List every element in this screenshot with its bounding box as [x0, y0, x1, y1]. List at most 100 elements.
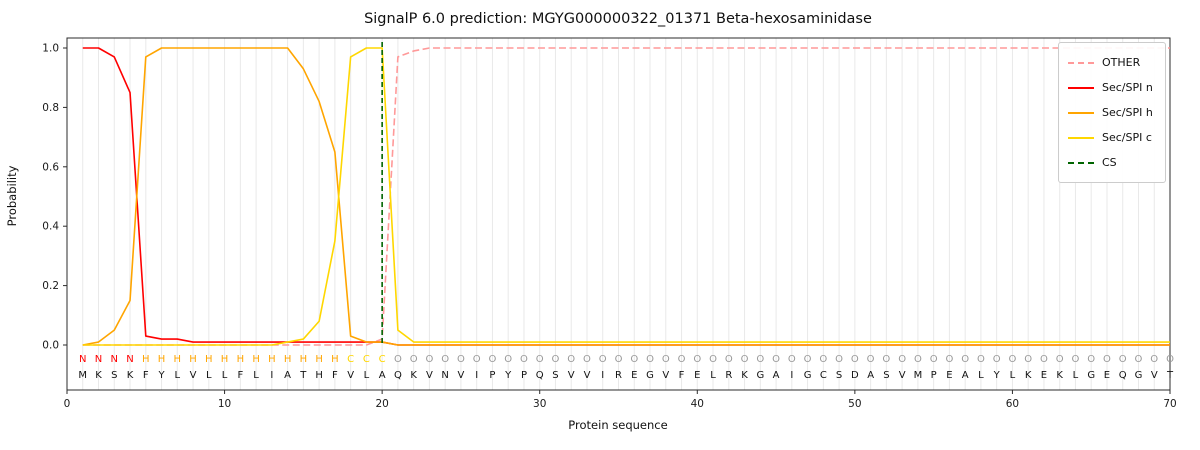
residue-letter: E: [694, 370, 700, 381]
region-label: H: [300, 354, 308, 365]
region-label: H: [174, 354, 182, 365]
residue-letter: V: [584, 370, 591, 381]
legend-line-h-icon: [1068, 111, 1094, 114]
x-tick-label: 50: [848, 398, 861, 410]
residue-letter: A: [379, 370, 386, 381]
series-h-line: [82, 47, 1170, 346]
residue-letter: V: [190, 370, 197, 381]
residue-letter: Q: [1119, 370, 1127, 381]
residue-letter: R: [725, 370, 732, 381]
y-tick-label: 0.0: [42, 340, 59, 352]
y-tick-label: 0.4: [42, 221, 59, 233]
region-label: O: [756, 354, 764, 365]
region-label: O: [851, 354, 859, 365]
residue-letter: K: [741, 370, 748, 381]
region-label: O: [1150, 354, 1158, 365]
residue-letter: V: [458, 370, 465, 381]
legend-entry-sec-spi-n: Sec/SPI n: [1068, 75, 1156, 100]
x-tick-label: 30: [533, 398, 546, 410]
legend-line-c-icon: [1068, 136, 1094, 139]
region-label: O: [882, 354, 890, 365]
region-label: O: [520, 354, 528, 365]
residue-letter: D: [851, 370, 859, 381]
region-label: O: [1072, 354, 1080, 365]
residue-letter: K: [1056, 370, 1063, 381]
region-label: O: [1166, 354, 1174, 365]
residue-letter: V: [347, 370, 354, 381]
region-label: H: [189, 354, 197, 365]
region-label: O: [410, 354, 418, 365]
residue-letter: E: [946, 370, 952, 381]
region-label: H: [331, 354, 339, 365]
region-label: O: [678, 354, 686, 365]
legend-line-cs-icon: [1068, 161, 1094, 164]
y-tick-label: 0.8: [42, 102, 59, 114]
residue-letter: P: [931, 370, 937, 381]
residue-letter: E: [1104, 370, 1110, 381]
residue-letter: V: [662, 370, 669, 381]
x-tick-label: 0: [64, 398, 71, 410]
region-label: O: [693, 354, 701, 365]
region-label: O: [835, 354, 843, 365]
region-label: O: [662, 354, 670, 365]
plot-frame: [66, 37, 1171, 391]
x-tick-label: 10: [218, 398, 231, 410]
region-label: O: [552, 354, 560, 365]
residue-letter: Y: [504, 370, 512, 381]
residue-letter: R: [615, 370, 622, 381]
residue-letter: I: [475, 370, 478, 381]
region-label: O: [646, 354, 654, 365]
residue-letter: A: [773, 370, 780, 381]
region-label: H: [237, 354, 245, 365]
region-label: O: [441, 354, 449, 365]
y-tick-label: 0.2: [42, 280, 59, 292]
region-label: O: [1135, 354, 1143, 365]
residue-letter: A: [867, 370, 874, 381]
legend-label: Sec/SPI n: [1102, 81, 1153, 94]
residue-letter: I: [790, 370, 793, 381]
region-label: O: [819, 354, 827, 365]
x-tick-label: 40: [691, 398, 704, 410]
region-label: C: [379, 354, 386, 365]
region-label: O: [473, 354, 481, 365]
residue-letter: M: [78, 370, 87, 381]
residue-letter: Y: [157, 370, 165, 381]
residue-letter: F: [143, 370, 149, 381]
residue-letter: A: [284, 370, 291, 381]
region-label: O: [867, 354, 875, 365]
region-label: O: [1087, 354, 1095, 365]
residue-letter: Q: [394, 370, 402, 381]
residue-letter: E: [631, 370, 637, 381]
residue-letter: T: [1166, 370, 1174, 381]
region-label: H: [142, 354, 150, 365]
region-label: O: [804, 354, 812, 365]
region-label: O: [630, 354, 638, 365]
y-axis-label: Probability: [5, 165, 19, 226]
legend: OTHER Sec/SPI n Sec/SPI h Sec/SPI c CS: [1058, 42, 1166, 183]
legend-label: OTHER: [1102, 56, 1141, 69]
region-label: H: [205, 354, 213, 365]
series-other-line: [82, 47, 1170, 346]
residue-letter: G: [646, 370, 654, 381]
residue-letter: S: [883, 370, 889, 381]
residue-letter: L: [175, 370, 181, 381]
x-axis-label: Protein sequence: [568, 418, 667, 432]
residue-letter: V: [899, 370, 906, 381]
legend-entry-sec-spi-c: Sec/SPI c: [1068, 125, 1156, 150]
region-label: N: [95, 354, 102, 365]
region-label: O: [741, 354, 749, 365]
residue-letter: L: [978, 370, 984, 381]
region-label: O: [394, 354, 402, 365]
region-label: O: [977, 354, 985, 365]
residue-letter: G: [756, 370, 764, 381]
residue-letter: L: [710, 370, 716, 381]
residue-letter: L: [364, 370, 370, 381]
region-label: O: [425, 354, 433, 365]
region-label: H: [284, 354, 292, 365]
legend-label: Sec/SPI c: [1102, 131, 1152, 144]
chart-title: SignalP 6.0 prediction: MGYG000000322_01…: [364, 11, 872, 27]
residue-letter: L: [1010, 370, 1016, 381]
region-label: O: [1040, 354, 1048, 365]
